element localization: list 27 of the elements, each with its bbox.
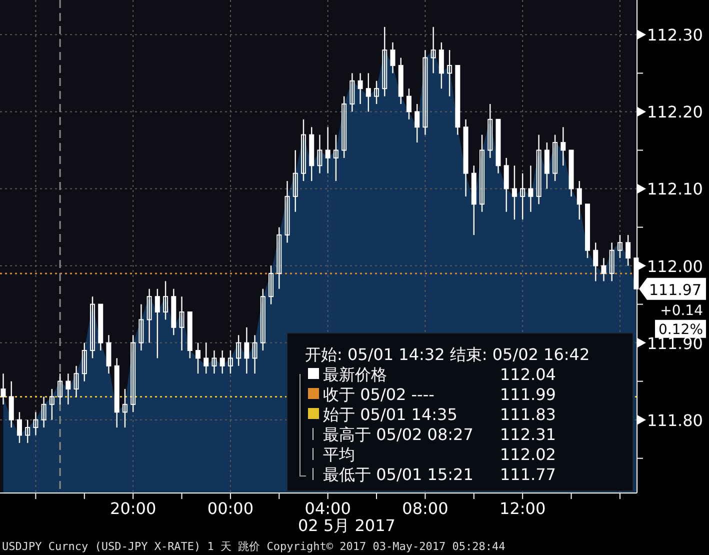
annotation: 最新价格 bbox=[323, 365, 387, 384]
annotation: 开始: 05/01 14:32 结束: 05/02 16:42 bbox=[305, 345, 590, 364]
y-tick-label: 112.10 bbox=[647, 180, 703, 199]
y-tick-label: 112.00 bbox=[647, 256, 703, 276]
x-tick-label: 00:00 bbox=[207, 499, 254, 518]
annotation: 111.99 bbox=[500, 385, 556, 404]
text: USDJPY Curncy (USD-JPY X-RATE) 1 天 跳价 Copyright© 2017 03-May-2017 05:28:44 bbox=[2, 540, 506, 553]
annotation: 111.97 bbox=[649, 280, 702, 299]
text: 02 5月 2017 bbox=[298, 516, 396, 535]
annotation: 最高于 05/02 08:27 bbox=[323, 425, 474, 444]
x-tick-label: 08:00 bbox=[402, 499, 448, 518]
x-tick-label: 20:00 bbox=[110, 499, 156, 518]
y-tick-label: 112.20 bbox=[647, 102, 703, 122]
annotation: 111.77 bbox=[500, 465, 556, 484]
annotation: 112.02 bbox=[500, 445, 556, 464]
annotation: 始于 05/01 14:35 bbox=[323, 405, 458, 424]
annotation: 收于 05/02 ---- bbox=[323, 385, 434, 404]
annotation: 平均 bbox=[323, 445, 355, 464]
text: +0.14 bbox=[660, 302, 704, 319]
x-tick-label: 04:00 bbox=[304, 499, 351, 518]
y-tick-label: 112.30 bbox=[647, 26, 703, 45]
y-tick-label: 111.80 bbox=[647, 410, 703, 430]
annotation: 112.04 bbox=[500, 365, 556, 384]
annotation: 112.31 bbox=[500, 425, 556, 444]
annotation: 111.83 bbox=[500, 405, 556, 424]
annotation: 最低于 05/01 15:21 bbox=[323, 465, 474, 484]
x-tick-label: 12:00 bbox=[500, 499, 546, 518]
